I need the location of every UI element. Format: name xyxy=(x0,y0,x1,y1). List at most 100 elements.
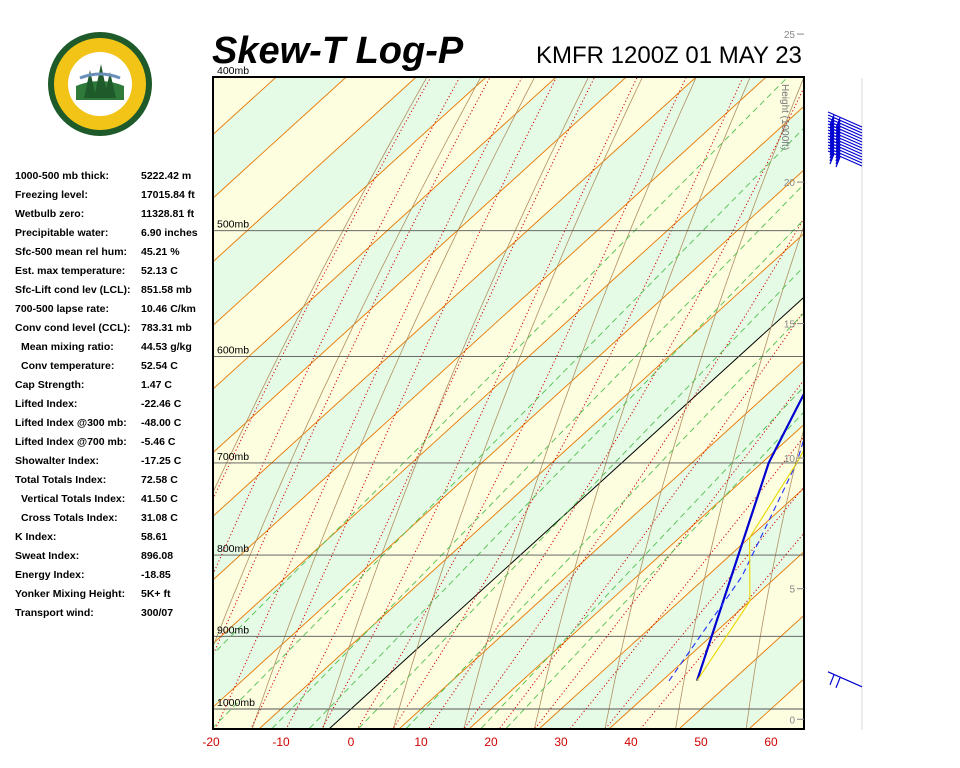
stat-row: Yonker Mixing Height: 5K+ ft xyxy=(15,586,210,605)
stat-row: Vertical Totals Index: 41.50 C xyxy=(15,491,210,510)
dry-adiabat xyxy=(213,77,428,494)
wind-barbs xyxy=(827,111,863,689)
stat-row: Showalter Index: -17.25 C xyxy=(15,453,210,472)
dry-adiabat xyxy=(886,0,960,743)
isotherm-line xyxy=(889,77,960,729)
stat-label: Lifted Index @300 mb: xyxy=(15,417,127,429)
isotherm-line xyxy=(213,77,767,581)
isotherm-band xyxy=(213,106,804,708)
sounding-series xyxy=(668,391,804,682)
stat-row: Conv cond level (CCL): 783.31 mb xyxy=(15,320,210,339)
isotherm-line xyxy=(538,487,804,729)
x-tick-label: 40 xyxy=(624,735,638,749)
parcel-trace xyxy=(696,449,804,682)
stat-row: Precipitable water: 6.90 inches xyxy=(15,225,210,244)
height-tick-label: 5 xyxy=(789,585,795,596)
dry-adiabat xyxy=(815,0,960,743)
thermodynamic-grid: 0.4123581620 xyxy=(213,0,960,743)
stat-label: Sweat Index: xyxy=(15,550,80,562)
stat-row: Energy Index: -18.85 xyxy=(15,567,210,586)
stat-value: -22.46 C xyxy=(141,398,182,410)
isobar-label: 600mb xyxy=(217,345,249,357)
isotherm-line xyxy=(468,423,804,729)
stat-row: Lifted Index @700 mb: -5.46 C xyxy=(15,434,210,453)
isotherm-band xyxy=(213,169,804,729)
isobar-label: 800mb xyxy=(217,543,249,555)
stat-label: Est. max temperature: xyxy=(15,265,126,277)
mixing-ratio-line xyxy=(308,218,804,729)
sounding-indices-panel: 1000-500 mb thick: 5222.42 m Freezing leve… xyxy=(15,168,210,624)
x-tick-label: 0 xyxy=(348,735,355,749)
stat-row: K Index: 58.61 xyxy=(15,529,210,548)
plot-frame xyxy=(212,76,805,730)
dry-adiabat xyxy=(392,77,643,729)
stat-label: Conv cond level (CCL): xyxy=(15,322,131,334)
dry-adiabat xyxy=(251,77,536,729)
stat-label: 1000-500 mb thick: xyxy=(15,170,109,182)
x-tick-label: 30 xyxy=(554,735,568,749)
dry-adiabat xyxy=(322,77,590,729)
isotherm-line xyxy=(328,296,804,729)
dry-adiabat xyxy=(213,77,482,648)
moist-adiabat xyxy=(427,86,804,729)
stat-value: 1.47 C xyxy=(141,379,172,391)
stat-label: Precipitable water: xyxy=(15,227,109,239)
mixing-ratio-line xyxy=(213,77,789,655)
mixing-ratio-line xyxy=(213,127,804,729)
moist-adiabat xyxy=(356,77,687,729)
axis-labels: -20 -10 0 10 20 30 40 50 60 Height (1000ft) 0 5 10 15… xyxy=(202,30,804,749)
stat-label: Sfc-Lift cond lev (LCL): xyxy=(15,284,131,296)
stat-value: 5K+ ft xyxy=(141,588,171,600)
mixing-ratio-line xyxy=(271,183,804,729)
chart-title: Skew-T Log-P xyxy=(212,30,464,72)
stat-value: -17.25 C xyxy=(141,455,182,467)
isotherm-line xyxy=(398,360,804,729)
stat-value: -5.46 C xyxy=(141,436,176,448)
height-tick-label: 10 xyxy=(784,454,796,465)
stat-label: Wetbulb zero: xyxy=(15,208,85,220)
moist-adiabat xyxy=(285,77,596,729)
stat-value: 41.50 C xyxy=(141,493,178,505)
stat-label: Yonker Mixing Height: xyxy=(15,588,126,600)
x-tick-label: -10 xyxy=(272,735,290,749)
stat-row: Wetbulb zero: 11328.81 ft xyxy=(15,206,210,225)
isotherm-line xyxy=(213,77,417,263)
isotherm-band xyxy=(889,77,960,729)
stat-value: 783.31 mb xyxy=(141,322,192,334)
isobar-label: 500mb xyxy=(217,219,249,231)
isotherm-line xyxy=(258,232,804,729)
isobar-label: 900mb xyxy=(217,624,249,636)
stat-label: Transport wind: xyxy=(15,607,94,619)
stat-value: 5222.42 m xyxy=(141,170,192,182)
stat-value: 44.53 g/kg xyxy=(141,341,192,353)
dry-adiabat xyxy=(675,224,804,729)
stat-label: Total Totals Index: xyxy=(15,474,107,486)
moist-adiabat xyxy=(639,532,804,729)
moist-adiabat xyxy=(533,379,804,729)
stat-row: Cross Totals Index: 31.08 C xyxy=(15,510,210,529)
stat-value: 10.46 C/km xyxy=(141,303,196,315)
isotherm-band xyxy=(819,77,960,729)
stat-value: 52.54 C xyxy=(141,360,178,372)
stat-label: Showalter Index: xyxy=(15,455,100,467)
isotherm-line xyxy=(608,551,804,729)
isotherm-line xyxy=(213,105,804,645)
stat-value: 72.58 C xyxy=(141,474,178,486)
stat-label: Lifted Index: xyxy=(15,398,78,410)
stat-label: 700-500 lapse rate: xyxy=(15,303,109,315)
height-tick-label: 25 xyxy=(784,30,796,41)
stat-row: Cap Strength: 1.47 C xyxy=(15,377,210,396)
moist-adiabat xyxy=(463,217,804,729)
moist-adiabat xyxy=(214,77,523,729)
x-tick-label: 60 xyxy=(764,735,778,749)
stat-label: Mean mixing ratio: xyxy=(21,341,114,353)
wind-barb xyxy=(827,150,863,168)
stat-row: Freezing level: 17015.84 ft xyxy=(15,187,210,206)
stat-label: Sfc-500 mean rel hum: xyxy=(15,246,128,258)
stat-value: 31.08 C xyxy=(141,512,178,524)
stat-value: 896.08 xyxy=(141,550,174,562)
isobar-label: 400mb xyxy=(217,65,249,77)
isobar-label: 1000mb xyxy=(217,697,255,709)
stat-value: 58.61 xyxy=(141,531,168,543)
stat-row: Sfc-500 mean rel hum: 45.21 % xyxy=(15,244,210,263)
